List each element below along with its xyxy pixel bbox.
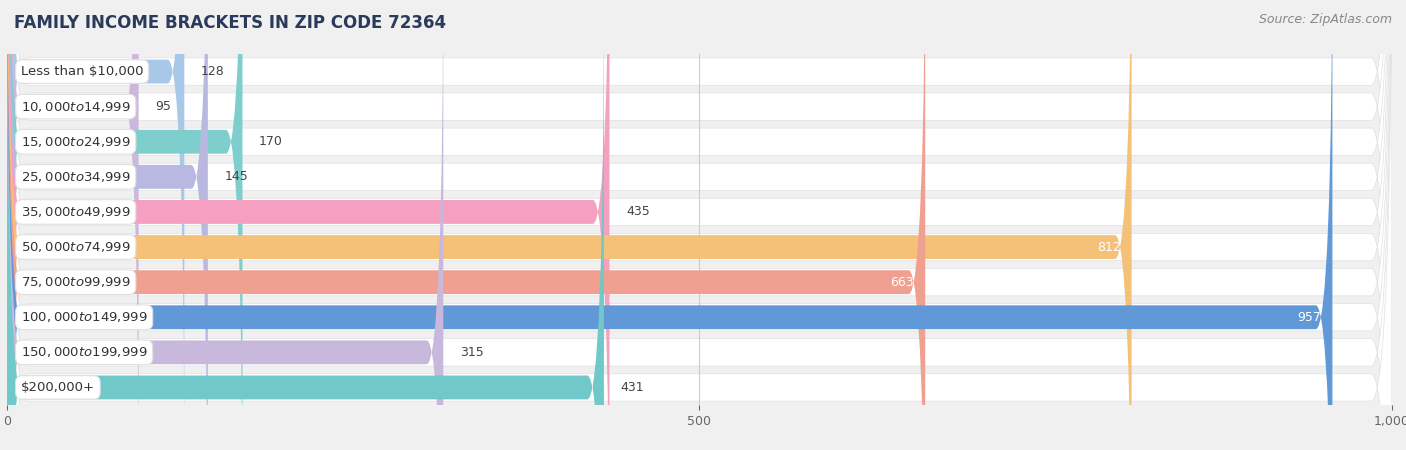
Text: Less than $10,000: Less than $10,000 — [21, 65, 143, 78]
Text: $10,000 to $14,999: $10,000 to $14,999 — [21, 99, 131, 114]
FancyBboxPatch shape — [7, 0, 1392, 450]
FancyBboxPatch shape — [7, 0, 1392, 450]
FancyBboxPatch shape — [7, 0, 1392, 450]
Text: $25,000 to $34,999: $25,000 to $34,999 — [21, 170, 131, 184]
Text: $200,000+: $200,000+ — [21, 381, 94, 394]
FancyBboxPatch shape — [7, 0, 443, 450]
Text: 170: 170 — [259, 135, 283, 148]
FancyBboxPatch shape — [7, 0, 1392, 450]
FancyBboxPatch shape — [7, 0, 1392, 450]
FancyBboxPatch shape — [7, 0, 1392, 450]
Text: $100,000 to $149,999: $100,000 to $149,999 — [21, 310, 148, 324]
FancyBboxPatch shape — [7, 0, 605, 450]
Text: FAMILY INCOME BRACKETS IN ZIP CODE 72364: FAMILY INCOME BRACKETS IN ZIP CODE 72364 — [14, 14, 446, 32]
Text: 128: 128 — [201, 65, 225, 78]
Text: $75,000 to $99,999: $75,000 to $99,999 — [21, 275, 131, 289]
Text: 315: 315 — [460, 346, 484, 359]
FancyBboxPatch shape — [7, 0, 184, 450]
Text: $15,000 to $24,999: $15,000 to $24,999 — [21, 135, 131, 149]
Text: $150,000 to $199,999: $150,000 to $199,999 — [21, 345, 148, 360]
FancyBboxPatch shape — [7, 0, 1392, 450]
FancyBboxPatch shape — [7, 0, 925, 450]
Text: $50,000 to $74,999: $50,000 to $74,999 — [21, 240, 131, 254]
Text: 663: 663 — [890, 276, 914, 288]
Text: 435: 435 — [626, 206, 650, 218]
FancyBboxPatch shape — [7, 0, 208, 450]
FancyBboxPatch shape — [7, 0, 1333, 450]
Text: 145: 145 — [225, 171, 249, 183]
Text: 812: 812 — [1097, 241, 1121, 253]
FancyBboxPatch shape — [7, 0, 242, 450]
Text: $35,000 to $49,999: $35,000 to $49,999 — [21, 205, 131, 219]
Text: 957: 957 — [1298, 311, 1322, 324]
Text: Source: ZipAtlas.com: Source: ZipAtlas.com — [1258, 14, 1392, 27]
FancyBboxPatch shape — [7, 0, 1392, 450]
Text: 95: 95 — [155, 100, 172, 113]
FancyBboxPatch shape — [7, 0, 609, 450]
Text: 431: 431 — [620, 381, 644, 394]
FancyBboxPatch shape — [7, 0, 139, 450]
FancyBboxPatch shape — [7, 0, 1132, 450]
FancyBboxPatch shape — [7, 0, 1392, 450]
FancyBboxPatch shape — [7, 0, 1392, 450]
